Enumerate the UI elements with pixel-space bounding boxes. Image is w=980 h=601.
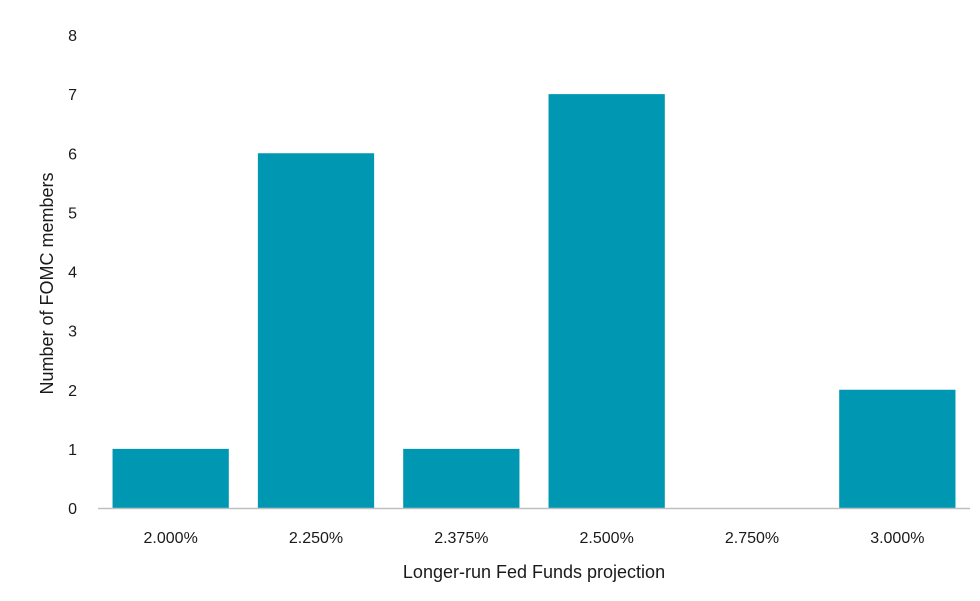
- bar: [548, 94, 665, 508]
- x-axis-ticks: 2.000% 2.250% 2.375% 2.500% 2.750% 3.000%: [144, 530, 925, 547]
- x-tick-label: 3.000%: [870, 530, 924, 547]
- y-tick-label: 6: [68, 146, 77, 163]
- y-tick-label: 2: [68, 383, 77, 400]
- x-tick-label: 2.000%: [144, 530, 198, 547]
- x-tick-label: 2.250%: [289, 530, 343, 547]
- bars: [112, 94, 956, 508]
- x-axis-title: Longer-run Fed Funds projection: [403, 562, 665, 582]
- x-tick-label: 2.375%: [434, 530, 488, 547]
- y-tick-label: 0: [68, 501, 77, 518]
- bar: [257, 153, 375, 508]
- y-tick-label: 7: [68, 87, 77, 104]
- bar: [112, 448, 229, 508]
- bar: [403, 448, 520, 508]
- y-axis-title: Number of FOMC members: [37, 172, 57, 394]
- y-tick-label: 8: [68, 28, 77, 45]
- y-tick-label: 5: [68, 205, 77, 222]
- y-tick-label: 1: [68, 442, 77, 459]
- y-tick-label: 3: [68, 324, 77, 341]
- x-tick-label: 2.500%: [580, 530, 634, 547]
- bar: [839, 389, 956, 508]
- x-tick-label: 2.750%: [725, 530, 779, 547]
- y-tick-label: 4: [68, 265, 77, 282]
- y-axis-ticks: 0 1 2 3 4 5 6 7 8: [68, 28, 77, 518]
